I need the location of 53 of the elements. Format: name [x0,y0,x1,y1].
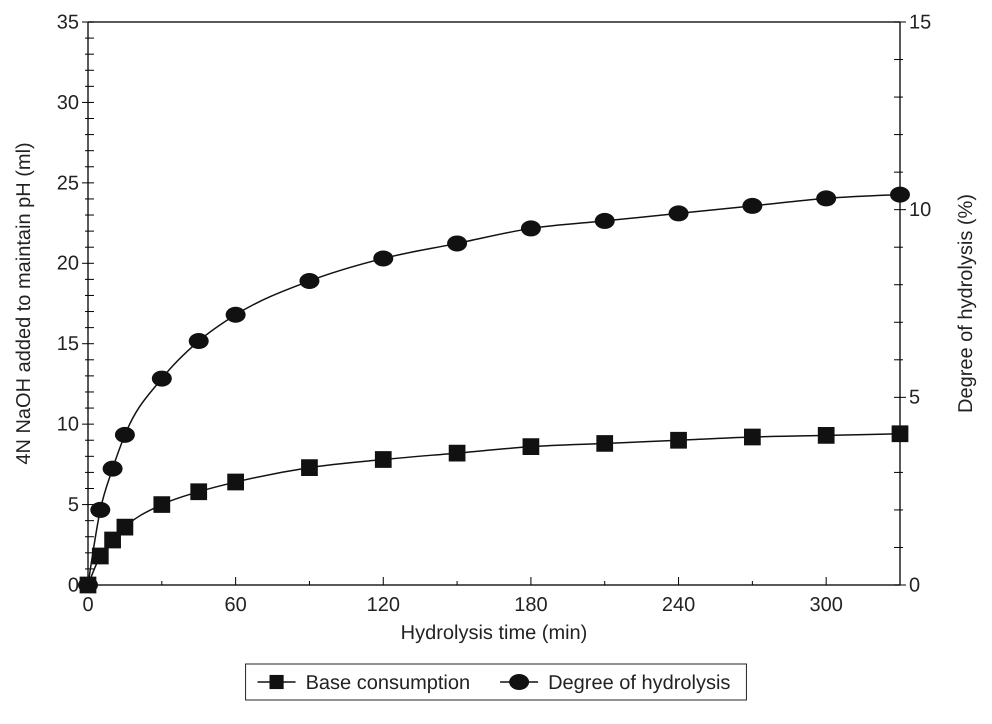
point [153,496,170,513]
point [818,427,835,444]
x-tick-label: 0 [82,594,94,616]
point [742,198,762,214]
point [594,212,615,229]
point [448,444,466,462]
y2-tick-label: 10 [909,199,932,222]
y-tick-label: 0 [68,574,79,596]
point [373,250,394,266]
y-tick-label: 20 [56,252,79,275]
point [744,428,761,446]
point [102,460,123,477]
point [670,432,687,449]
y2-tick-label: 5 [909,386,920,409]
x-tick-label: 60 [224,594,247,616]
point [892,425,908,442]
x-tick-label: 120 [366,594,400,616]
y-tick-label: 15 [56,333,79,356]
point [227,474,244,490]
point [114,426,135,443]
point [104,532,121,548]
point [522,438,540,456]
y-tick-label: 25 [56,172,79,194]
y2-tick-label: 15 [909,11,932,34]
x-tick-label: 300 [809,594,843,616]
point [596,435,614,452]
point [90,502,110,518]
x-tick-label: 240 [662,594,696,616]
point [301,459,318,476]
y-tick-label: 35 [56,11,79,34]
point [374,451,392,468]
point [668,205,689,222]
point [520,220,541,236]
legend-label: Base consumption [306,672,470,694]
y-tick-label: 5 [68,494,79,516]
y2-tick-label: 0 [909,574,920,596]
x-tick-label: 180 [514,594,548,616]
point [92,548,109,564]
y2-axis-title: Degree of hydrolysis (%) [955,194,977,413]
x-axis-title: Hydrolysis time (min) [400,622,588,644]
y-tick-label: 10 [56,414,79,436]
point [447,235,468,252]
point [188,333,209,350]
point [226,306,246,323]
point [190,483,208,500]
y-tick-label: 30 [56,92,79,114]
point [152,370,172,387]
point [299,272,320,289]
point [816,190,836,206]
legend-label: Degree of hydrolysis [548,672,730,694]
point [890,186,910,203]
point [116,518,134,536]
y-axis-title: 4N NaOH added to maintain pH (ml) [13,142,35,465]
